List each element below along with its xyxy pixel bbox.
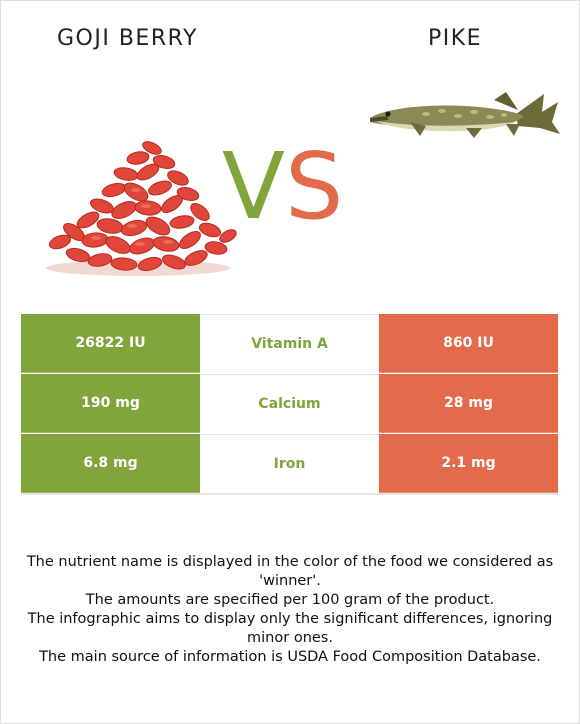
food-title-pike: PIKE [428, 26, 483, 51]
pike-fish-image [370, 92, 560, 138]
footnote: The infographic aims to display only the… [27, 611, 553, 646]
goji-value: 26822 IU [21, 314, 200, 373]
food-title-goji-berry: GOJI BERRY [57, 26, 198, 51]
table-row: 6.8 mg Iron 2.1 mg [21, 434, 558, 495]
footnotes: The nutrient name is displayed in the co… [20, 553, 560, 667]
versus-v: V [222, 133, 285, 240]
pike-value: 860 IU [379, 314, 558, 373]
versus-label: VS [222, 132, 343, 242]
footnote: The nutrient name is displayed in the co… [26, 554, 554, 589]
versus-s: S [284, 133, 344, 240]
table-row: 190 mg Calcium 28 mg [21, 374, 558, 434]
nutrient-name: Iron [200, 434, 379, 493]
footnote: The main source of information is USDA F… [39, 649, 541, 665]
goji-value: 6.8 mg [21, 434, 200, 493]
footnote: The amounts are specified per 100 gram o… [85, 592, 495, 608]
table-row: 26822 IU Vitamin A 860 IU [21, 314, 558, 374]
pike-value: 2.1 mg [379, 434, 558, 493]
goji-value: 190 mg [21, 374, 200, 433]
nutrient-name: Calcium [200, 374, 379, 433]
goji-berry-image [46, 141, 237, 276]
pike-value: 28 mg [379, 374, 558, 433]
nutrient-comparison-table: 26822 IU Vitamin A 860 IU 190 mg Calcium… [21, 314, 558, 495]
nutrient-name: Vitamin A [200, 314, 379, 373]
